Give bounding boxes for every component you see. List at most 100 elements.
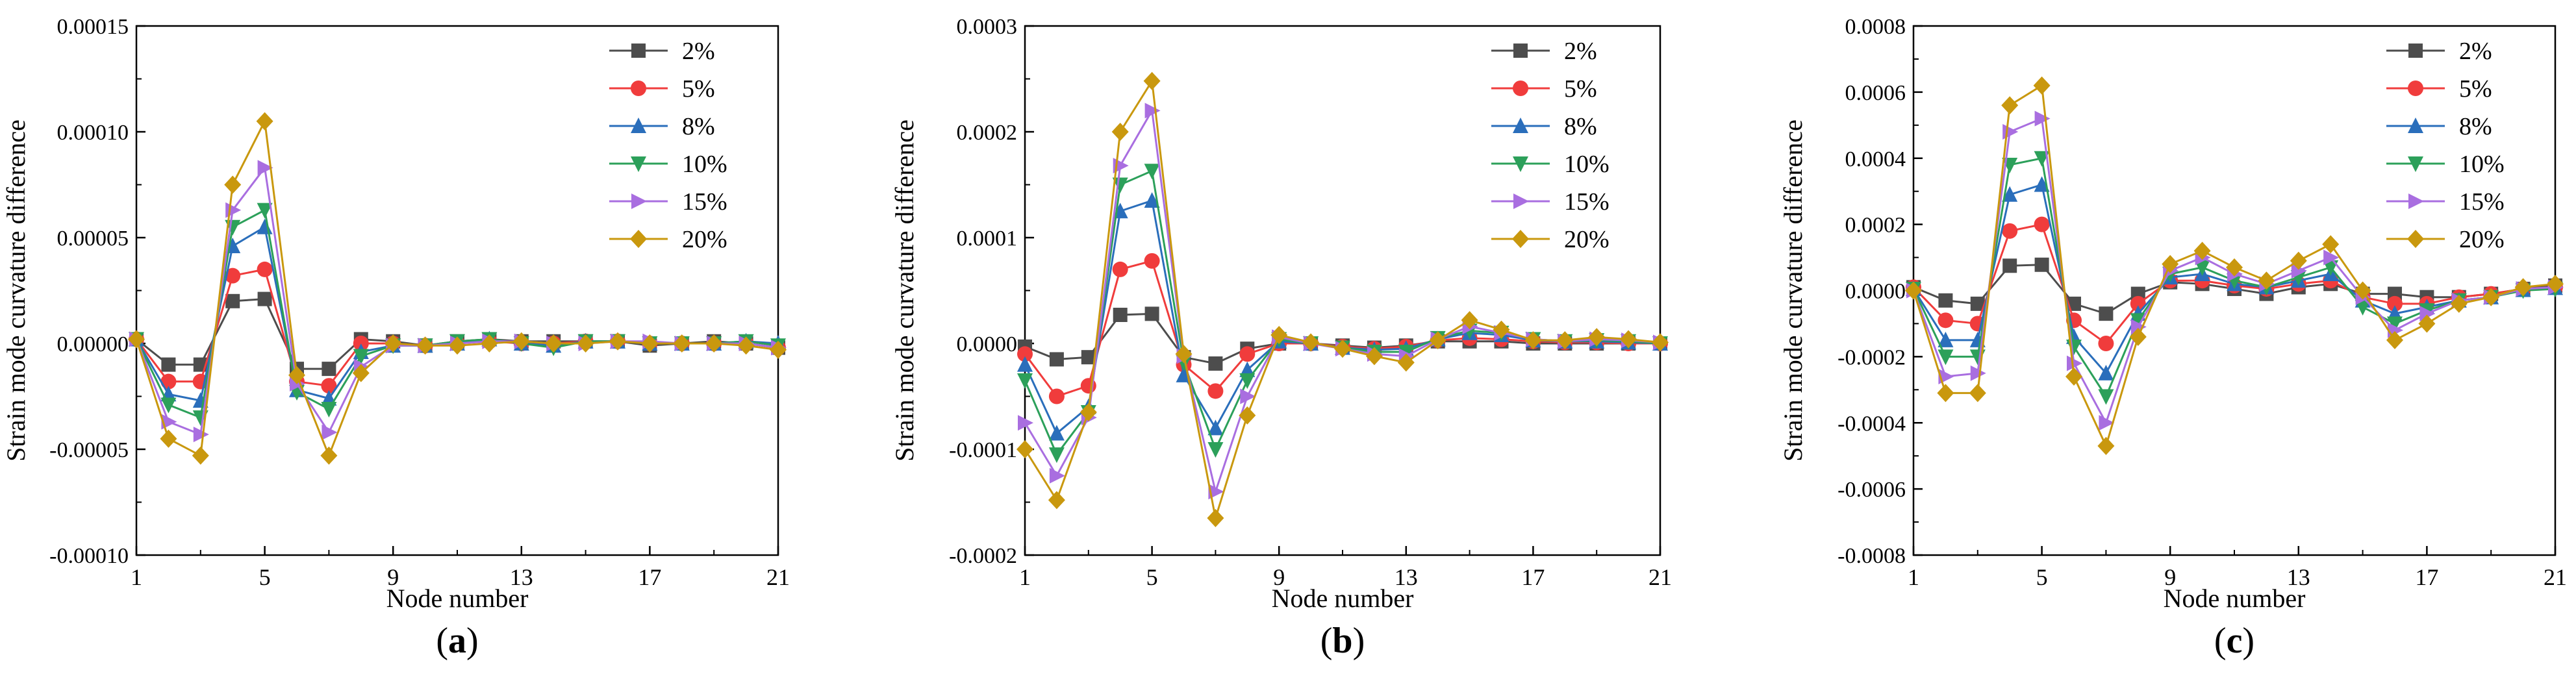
data-point-8% (1144, 192, 1160, 208)
data-point-2% (1938, 293, 1953, 308)
legend-label: 10% (682, 151, 727, 178)
data-point-20% (449, 336, 466, 355)
data-point-20% (1143, 71, 1161, 90)
data-point-8% (2034, 176, 2050, 192)
data-point-5% (2130, 295, 2146, 312)
x-axis-label: Node number (2164, 584, 2306, 613)
data-point-2% (1144, 306, 1159, 321)
legend-label: 8% (2459, 113, 2492, 140)
data-point-20% (1207, 508, 1224, 527)
data-point-5% (1112, 261, 1128, 277)
legend-label: 5% (682, 75, 715, 103)
panel-label: (b) (1320, 621, 1365, 661)
chart-panel-c: 1 5 9 13 17 21 -0.0008 -0.0006 -0.0004 -0.0002 0.0… (1778, 15, 2567, 661)
data-point-20% (2547, 275, 2564, 293)
data-point-5% (1144, 253, 1160, 269)
legend-label: 2% (2459, 38, 2492, 65)
x-tick-label: 1 (131, 564, 142, 590)
data-point-10% (2066, 340, 2082, 356)
legend-marker (1513, 43, 1528, 58)
data-point-20% (1017, 440, 1033, 458)
legend-label: 15% (1564, 188, 1610, 216)
y-axis-label: Strain mode curvature difference (890, 119, 919, 462)
y-tick-label: -0.0006 (1837, 478, 1906, 502)
legend-marker (1513, 193, 1529, 209)
y-tick-label: 0.0001 (957, 227, 1018, 251)
data-point-20% (224, 175, 242, 194)
y-tick-label: -0.0002 (949, 544, 1017, 568)
data-point-5% (160, 373, 177, 390)
y-tick-label: 0.0004 (1845, 147, 1906, 171)
data-point-10% (2323, 260, 2339, 276)
legend-marker (2408, 156, 2423, 172)
data-point-20% (192, 446, 209, 465)
data-point-20% (160, 429, 177, 448)
data-point-10% (1239, 373, 1256, 390)
data-point-15% (1208, 484, 1224, 500)
data-point-2% (225, 293, 240, 308)
data-point-20% (320, 446, 338, 465)
x-tick-label: 17 (1521, 564, 1545, 590)
data-point-5% (1017, 346, 1033, 362)
legend-marker (1513, 156, 1528, 172)
series-line-5% (1024, 260, 1660, 398)
legend-label: 10% (1564, 151, 1610, 178)
plot-frame (1024, 25, 1661, 556)
data-point-10% (2194, 260, 2210, 276)
y-tick-label: 0.00010 (57, 121, 129, 145)
legend-label: 20% (1564, 226, 1610, 253)
legend-marker (1513, 118, 1528, 133)
legend-label: 8% (682, 113, 715, 140)
data-point-10% (1207, 442, 1224, 458)
data-point-10% (2130, 313, 2146, 329)
data-point-20% (2226, 258, 2243, 277)
data-point-2% (1113, 307, 1128, 322)
legend-marker (2407, 230, 2424, 248)
data-point-20% (1429, 331, 1446, 350)
data-point-15% (225, 202, 242, 218)
data-point-10% (1017, 373, 1033, 390)
x-tick-label: 13 (510, 564, 533, 590)
data-point-20% (1080, 403, 1097, 421)
data-point-2% (1208, 356, 1223, 371)
y-tick-label: -0.0008 (1837, 544, 1906, 568)
data-point-8% (257, 218, 273, 234)
data-point-15% (2419, 306, 2436, 322)
x-tick-label: 5 (2036, 564, 2048, 590)
data-point-10% (2098, 389, 2114, 405)
legend-label: 10% (2459, 151, 2505, 178)
data-point-5% (321, 378, 337, 394)
y-tick-label: -0.00005 (49, 438, 129, 462)
data-point-8% (1938, 331, 1954, 347)
y-tick-label: 0.0000 (1845, 280, 1906, 304)
legend-marker (631, 193, 647, 209)
data-point-8% (2002, 186, 2018, 202)
legend-marker (631, 81, 646, 96)
data-point-20% (1905, 281, 1922, 300)
y-axis-label: Strain mode curvature difference (1, 119, 31, 462)
data-point-20% (2258, 271, 2275, 290)
chart-panel-b: 1 5 9 13 17 21 -0.0002 -0.0001 0.0000 0.0001 0.000… (890, 15, 1672, 661)
data-point-15% (2130, 319, 2147, 335)
data-point-8% (1048, 425, 1065, 441)
x-tick-label: 1 (1908, 564, 1919, 590)
legend-label: 2% (682, 38, 715, 65)
legend-marker (1512, 230, 1529, 248)
data-point-5% (1239, 346, 1256, 362)
data-point-8% (1207, 419, 1224, 436)
data-point-15% (2291, 262, 2307, 279)
data-point-10% (257, 203, 273, 219)
data-point-20% (1652, 333, 1669, 352)
data-point-20% (1588, 328, 1606, 347)
data-point-2% (2099, 306, 2114, 321)
data-point-2% (322, 362, 336, 377)
data-point-15% (1018, 415, 1033, 431)
data-point-20% (1524, 331, 1542, 350)
data-point-5% (2002, 223, 2018, 239)
data-point-20% (1048, 491, 1065, 510)
data-point-5% (225, 267, 241, 284)
data-point-20% (1111, 123, 1129, 141)
legend-marker (2408, 118, 2423, 133)
data-point-5% (353, 336, 369, 351)
data-point-20% (2065, 367, 2082, 386)
